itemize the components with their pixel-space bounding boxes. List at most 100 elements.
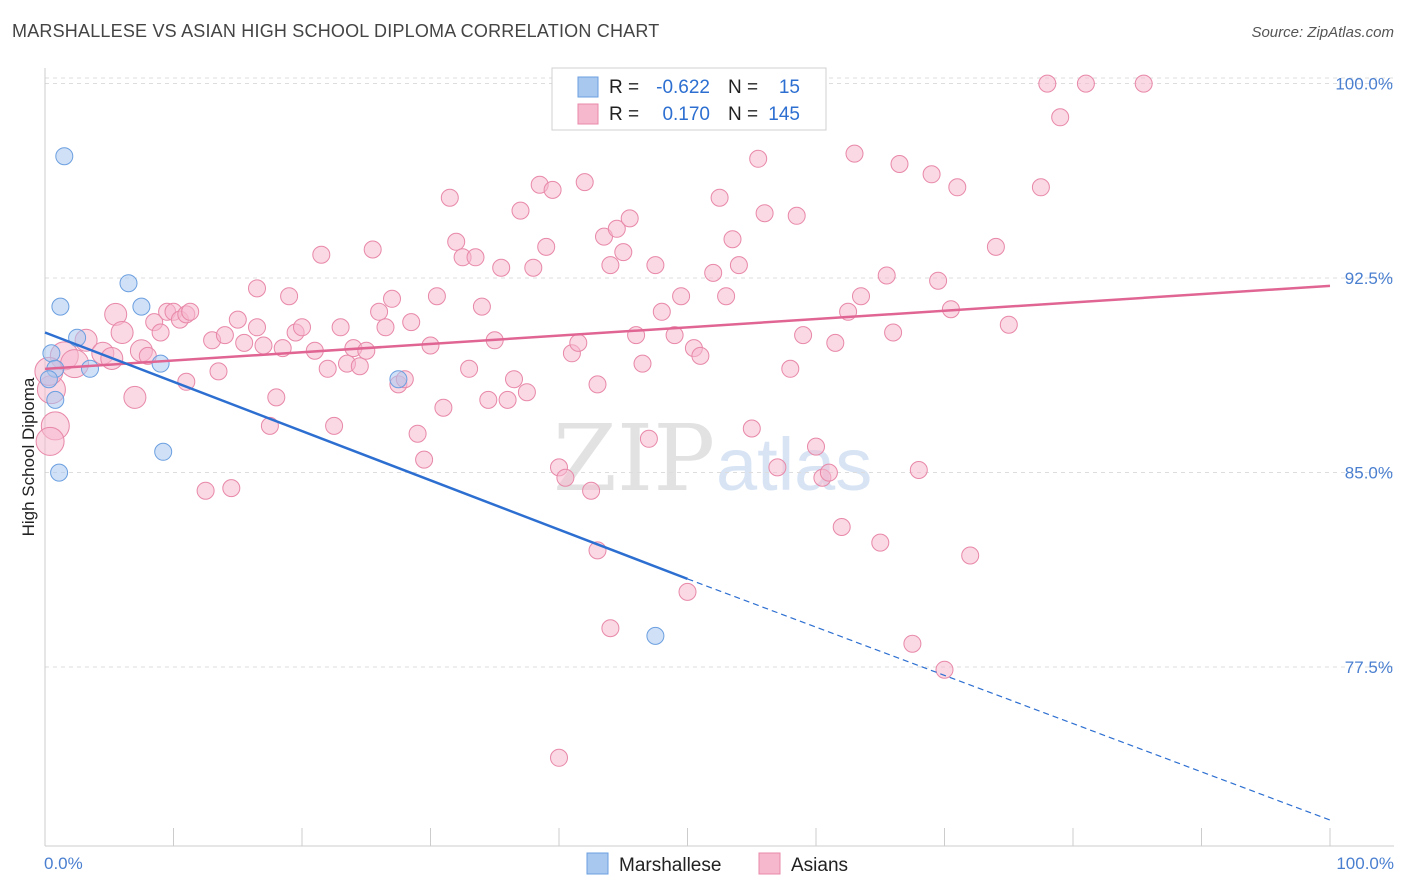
asians-point (723, 230, 742, 249)
watermark: ZIP atlas (553, 405, 872, 512)
marshallese-point (46, 390, 65, 409)
y-axis-label: High School Diploma (19, 377, 38, 536)
asians-point (729, 256, 748, 275)
watermark-zip: ZIP (553, 405, 715, 512)
asians-point (852, 287, 870, 306)
asians-point (717, 287, 736, 306)
asians-point (704, 263, 723, 282)
asians-point (787, 206, 806, 225)
asians-point (479, 390, 498, 409)
legend-r-label-marshallese: R = (609, 77, 639, 98)
bottom-legend-label-asians: Asians (791, 855, 848, 876)
asians-point (742, 419, 761, 438)
asians-point (350, 357, 369, 376)
watermark-atlas: atlas (716, 423, 872, 506)
bottom-legend-label-marshallese: Marshallese (619, 855, 721, 876)
asians-point (601, 619, 620, 638)
asians-point (312, 245, 331, 264)
asians-point (447, 232, 466, 251)
legend-n-label-marshallese: N = (728, 77, 758, 98)
legend-r-label-asians: R = (609, 104, 639, 125)
y-tick-label: 100.0% (1335, 75, 1393, 94)
asians-point (620, 209, 639, 228)
asians-point (498, 390, 517, 409)
asians-point (607, 219, 626, 238)
asians-point (383, 289, 401, 308)
series-legend: Marshallese Asians (586, 852, 848, 876)
y-tick-label: 85.0% (1345, 464, 1393, 483)
marshallese-point (154, 442, 173, 461)
asians-point (601, 256, 620, 275)
asians-point (415, 450, 434, 469)
asians-point (845, 144, 864, 163)
asians-point (665, 326, 684, 345)
asians-point (357, 341, 376, 360)
asians-point (755, 204, 774, 223)
asians-point (492, 258, 511, 277)
asians-point (363, 240, 382, 259)
asians-point (254, 336, 273, 355)
asians-point (884, 323, 903, 342)
asians-point (588, 375, 607, 394)
y-tick-labels: 77.5% 85.0% 92.5% 100.0% (1335, 75, 1393, 678)
grid (45, 77, 1394, 668)
asians-point (196, 481, 215, 500)
marshallese-point (646, 626, 665, 645)
asians-point (228, 310, 247, 329)
asians-point (123, 385, 147, 409)
asians-point (614, 243, 633, 262)
asians-point (110, 321, 134, 344)
asians-point (582, 481, 601, 500)
asians-point (222, 479, 241, 498)
asians-point (749, 149, 768, 168)
asians-point (556, 468, 575, 487)
asians-point (909, 461, 928, 479)
legend-swatch-asians (577, 103, 599, 125)
asians-point (517, 383, 536, 402)
asians-point (871, 533, 890, 552)
marshallese-trend-line (44, 331, 688, 581)
asians-point (903, 634, 922, 653)
asians-point (440, 188, 459, 207)
asians-point (427, 287, 446, 306)
asians-point (1051, 108, 1070, 127)
marshallese-point (119, 274, 138, 293)
asians-point (569, 333, 588, 352)
marshallese-point (81, 359, 99, 378)
asians-point (331, 318, 350, 337)
asians-point (826, 333, 845, 352)
legend-n-label-asians: N = (728, 104, 758, 125)
asians-point (986, 237, 1005, 256)
legend-n-value-marshallese: 15 (779, 77, 800, 98)
trend-lines (44, 284, 1331, 821)
marshallese-point (42, 344, 61, 363)
legend-n-value-asians: 145 (768, 104, 800, 125)
asians-point (466, 248, 485, 267)
asians-point (472, 297, 491, 316)
x-tick-label-min: 0.0% (44, 854, 83, 873)
marshallese-trend-extension (687, 578, 1331, 821)
legend-r-value-asians: 0.170 (662, 104, 710, 125)
asians-trend-line (44, 284, 1331, 371)
asians-point (181, 302, 200, 321)
asians-point (370, 302, 389, 321)
asians-point (402, 313, 421, 332)
asians-point (678, 582, 697, 601)
asians-point (215, 326, 234, 345)
asians-point (408, 424, 427, 443)
asians-point (890, 155, 909, 173)
asians-point (672, 287, 691, 306)
legend-swatch-marshallese (577, 76, 599, 98)
asians-point (1038, 74, 1057, 93)
asians-point (948, 178, 967, 197)
x-tick-labels: 0.0% 100.0% (44, 854, 1394, 873)
asians-point (1031, 178, 1050, 197)
legend-r-value-marshallese: -0.622 (656, 77, 710, 98)
asians-point (35, 426, 65, 456)
asians-point (646, 256, 665, 275)
asians-point (999, 315, 1018, 334)
asians-point (511, 201, 530, 220)
asians-point (293, 318, 311, 337)
asians-point (267, 388, 286, 407)
asians-point (543, 180, 562, 199)
